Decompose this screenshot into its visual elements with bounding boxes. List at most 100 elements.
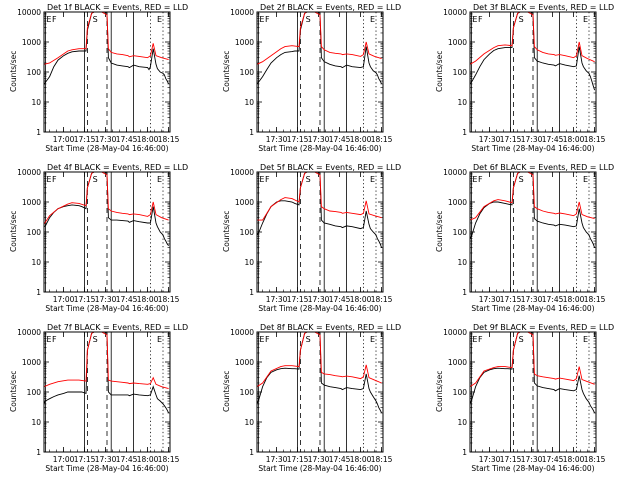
x-tick-label: 17:15	[74, 455, 96, 464]
interval-glyph: E	[472, 335, 477, 344]
curves	[257, 12, 383, 85]
interval-glyph: E	[259, 175, 264, 184]
y-axis-label: Counts/sec	[9, 211, 18, 252]
interval-glyph: E	[157, 335, 162, 344]
curves	[44, 12, 170, 85]
y-tick-label: 1000	[235, 38, 254, 47]
series-lld	[257, 332, 382, 388]
x-tick-label: 17:30	[95, 455, 117, 464]
x-axis-label: Start Time (28-May-04 16:46:00)	[471, 464, 594, 473]
x-tick-label: 18:15	[371, 295, 393, 304]
y-axis-label: Counts/sec	[435, 51, 444, 92]
x-axis-label: Start Time (28-May-04 16:46:00)	[258, 304, 381, 313]
y-tick-label: 10	[457, 418, 467, 427]
interval-glyph: F	[265, 175, 270, 184]
x-tick-label: 17:30	[479, 135, 501, 144]
interval-glyph: S	[519, 175, 524, 184]
series-lld	[44, 332, 169, 390]
x-tick-label: 17:30	[95, 295, 117, 304]
x-axis-label: Start Time (28-May-04 16:46:00)	[45, 304, 168, 313]
series-lld	[44, 172, 169, 225]
y-tick-label: 100	[27, 388, 42, 397]
interval-glyph: F	[478, 175, 483, 184]
x-axis-label: Start Time (28-May-04 16:46:00)	[471, 304, 594, 313]
x-tick-label: 17:45	[116, 135, 138, 144]
series-events	[257, 332, 383, 414]
x-tick-label: 18:00	[137, 295, 159, 304]
interval-glyph: E	[46, 335, 51, 344]
interval-glyph: E	[46, 15, 51, 24]
x-axis-label: Start Time (28-May-04 16:46:00)	[45, 464, 168, 473]
x-tick-label: 17:30	[308, 295, 330, 304]
x-tick-label: 17:45	[542, 135, 564, 144]
series-events	[44, 172, 169, 246]
x-tick-label: 18:15	[584, 135, 606, 144]
y-tick-label: 100	[240, 68, 255, 77]
x-tick-label: 17:45	[329, 135, 351, 144]
y-axis-label: Counts/sec	[222, 371, 231, 412]
x-tick-label: 17:45	[329, 455, 351, 464]
series-lld	[470, 12, 595, 65]
interval-glyph: E	[472, 15, 477, 24]
interval-glyph: F	[52, 175, 57, 184]
series-lld	[257, 172, 382, 221]
panel-title: Det 9f BLACK = Events, RED = LLD	[473, 323, 614, 332]
curves	[470, 172, 596, 248]
x-tick-label: 18:15	[584, 295, 606, 304]
panel-title: Det 2f BLACK = Events, RED = LLD	[260, 3, 401, 12]
interval-glyph: S	[306, 15, 311, 24]
x-tick-label: 17:30	[266, 455, 288, 464]
interval-glyph: E	[259, 335, 264, 344]
y-tick-label: 10000	[17, 328, 41, 337]
series-lld	[470, 172, 595, 221]
y-tick-label: 1	[462, 128, 467, 137]
y-tick-label: 1000	[448, 198, 467, 207]
y-tick-label: 10000	[230, 328, 254, 337]
x-tick-label: 17:15	[287, 135, 309, 144]
x-tick-label: 18:15	[371, 135, 393, 144]
panel-title: Det 6f BLACK = Events, RED = LLD	[473, 163, 614, 172]
x-axis-label: Start Time (28-May-04 16:46:00)	[471, 144, 594, 153]
x-tick-label: 18:00	[563, 295, 585, 304]
y-tick-label: 1000	[235, 198, 254, 207]
y-tick-label: 1	[36, 448, 41, 457]
y-tick-label: 10	[31, 258, 41, 267]
y-tick-label: 10000	[443, 328, 467, 337]
x-tick-label: 18:00	[350, 455, 372, 464]
x-tick-label: 18:15	[158, 295, 180, 304]
series-lld	[257, 12, 382, 65]
interval-glyph: E	[259, 15, 264, 24]
y-tick-label: 100	[27, 68, 42, 77]
plot-frame	[43, 171, 171, 293]
interval-glyph: S	[519, 15, 524, 24]
x-tick-label: 18:15	[158, 135, 180, 144]
y-tick-label: 1	[462, 448, 467, 457]
x-tick-label: 17:30	[266, 135, 288, 144]
interval-glyph: E	[583, 335, 588, 344]
interval-glyph: F	[52, 15, 57, 24]
x-tick-label: 17:00	[53, 135, 75, 144]
y-tick-label: 10000	[230, 168, 254, 177]
y-tick-label: 10	[244, 98, 254, 107]
interval-glyph: E	[370, 15, 375, 24]
y-tick-label: 10000	[230, 8, 254, 17]
panel-title: Det 4f BLACK = Events, RED = LLD	[47, 163, 188, 172]
panel-title: Det 1f BLACK = Events, RED = LLD	[47, 3, 188, 12]
panel-title: Det 5f BLACK = Events, RED = LLD	[260, 163, 401, 172]
y-tick-label: 100	[453, 228, 468, 237]
x-axis-label: Start Time (28-May-04 16:46:00)	[258, 464, 381, 473]
plot-frame	[256, 11, 384, 133]
series-events	[257, 12, 383, 85]
interval-glyph: F	[52, 335, 57, 344]
interval-glyph: F	[478, 335, 483, 344]
x-tick-label: 17:30	[521, 135, 543, 144]
interval-glyph: E	[157, 15, 162, 24]
plot-frame	[43, 331, 171, 453]
plot-frame	[256, 171, 384, 293]
y-tick-label: 100	[27, 228, 42, 237]
y-axis-label: Counts/sec	[435, 371, 444, 412]
plot-frame	[469, 11, 597, 133]
y-tick-label: 1	[36, 128, 41, 137]
x-tick-label: 18:15	[371, 455, 393, 464]
